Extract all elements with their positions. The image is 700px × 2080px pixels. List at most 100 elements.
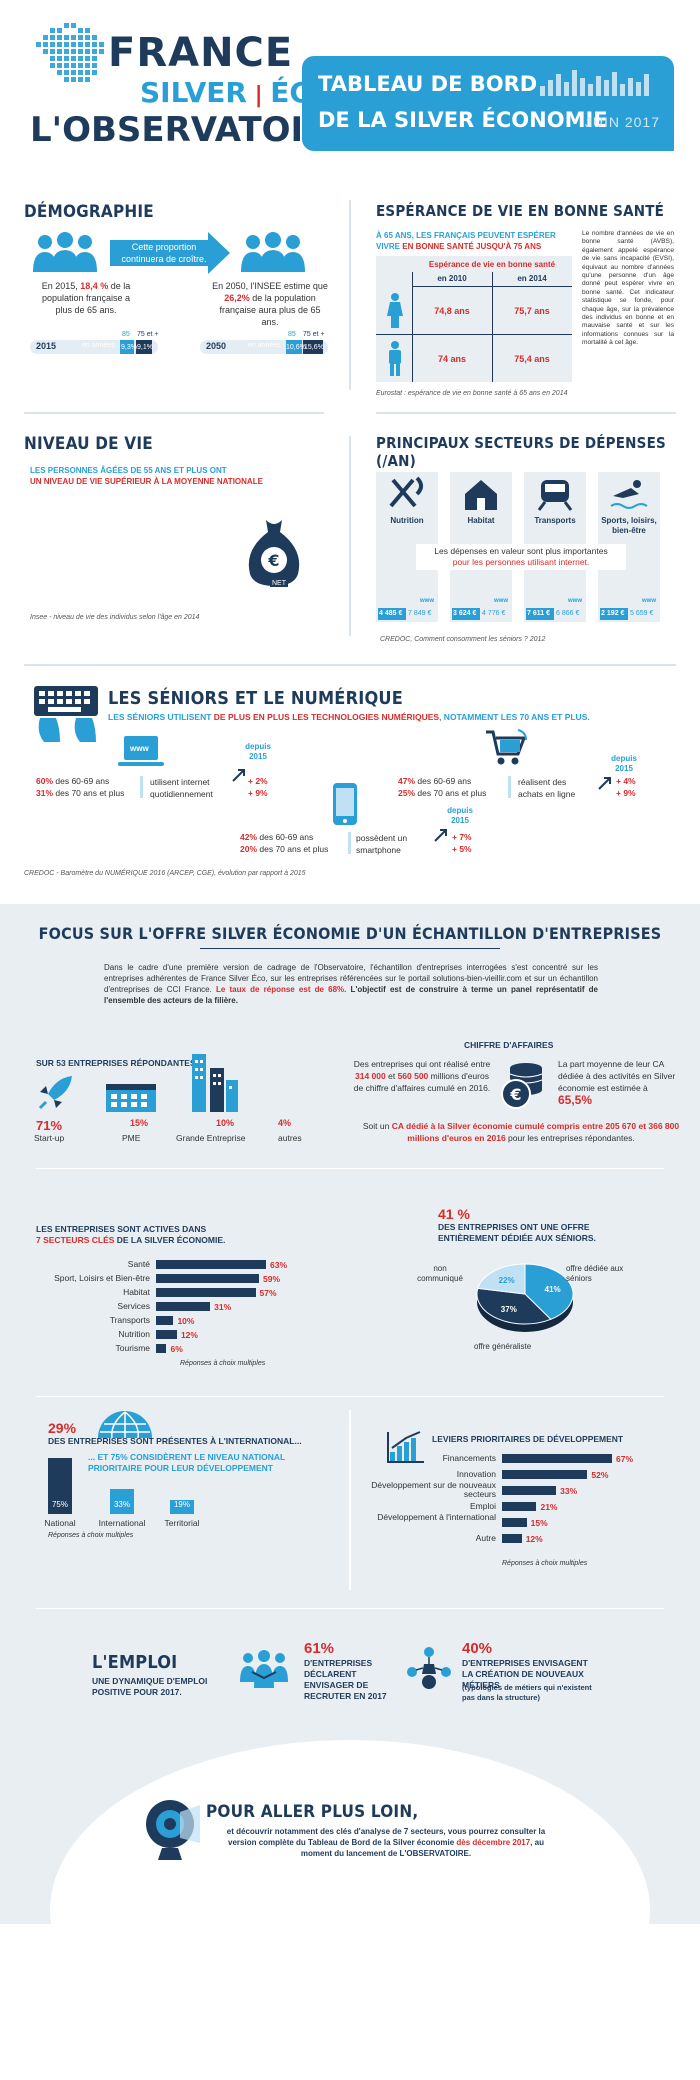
bar-label: Sport, Loisirs et Bien-être bbox=[54, 1273, 150, 1283]
demographie-title: DÉMOGRAPHIE bbox=[24, 202, 154, 222]
pie-label-dedie: offre dédiée aux séniors bbox=[566, 1264, 624, 1283]
pill-2050-h2: 75 et + bbox=[303, 331, 325, 338]
bag-label: NET bbox=[270, 580, 288, 587]
bar-value: 63% bbox=[270, 1260, 288, 1270]
homme-2010: 74 ans bbox=[437, 354, 467, 364]
pill-2050-bar1 bbox=[286, 340, 302, 354]
repondant-label: autres bbox=[278, 1133, 302, 1143]
bar-value: 31% bbox=[214, 1302, 232, 1312]
smartphone-icon bbox=[333, 783, 357, 825]
bar bbox=[156, 1274, 260, 1283]
pill-2015-l2: 9,1% bbox=[137, 344, 153, 351]
b3-d1: + 7% bbox=[452, 832, 472, 842]
bar-value: 57% bbox=[259, 1288, 277, 1298]
bar-label: Innovation bbox=[456, 1469, 496, 1479]
pill-2050-year: 2050 bbox=[206, 341, 227, 351]
repondant-pct: 71% bbox=[36, 1118, 63, 1133]
leviers-note: Réponses à choix multiples bbox=[502, 1560, 588, 1567]
depenses-mid-text: Les dépenses en valeur sont plus importa… bbox=[416, 544, 626, 570]
bar bbox=[502, 1470, 588, 1479]
buildings-icon bbox=[192, 1054, 238, 1112]
people-icon-2050 bbox=[241, 232, 305, 272]
bar bbox=[156, 1302, 211, 1311]
depense-a: 7 611 € bbox=[527, 610, 550, 617]
esperance-source: Eurostat : espérance de vie en bonne san… bbox=[376, 390, 568, 397]
bar-value: 52% bbox=[591, 1470, 609, 1480]
focus-title-underline bbox=[200, 948, 500, 949]
table-header: Espérance de vie en bonne santé bbox=[428, 260, 556, 269]
bar-label: Emploi bbox=[470, 1501, 496, 1511]
col-2014: en 2014 bbox=[517, 274, 547, 283]
cart-icon bbox=[486, 729, 527, 765]
niveau-intro-1: LES PERSONNES ÂGÉES DE 55 ANS ET PLUS ON… bbox=[30, 466, 227, 475]
pill-2050-l2: 15,6% bbox=[304, 344, 324, 351]
bar bbox=[156, 1330, 177, 1339]
woman-icon bbox=[387, 293, 403, 328]
depense-b: 7 849 € bbox=[408, 610, 432, 617]
pill-2015-bar2 bbox=[136, 340, 152, 354]
svg-text:€: € bbox=[267, 551, 279, 570]
b3-desc: possèdent un smartphone bbox=[356, 833, 408, 855]
laptop-www-label: www bbox=[130, 744, 149, 753]
inter-bar-label: Territorial bbox=[164, 1518, 200, 1528]
niveau-title: NIVEAU DE VIE bbox=[24, 434, 153, 454]
esperance-section: ESPÉRANCE DE VIE EN BONNE SANTÉ À 65 ANS… bbox=[360, 190, 680, 410]
vertical-divider-3 bbox=[349, 1410, 351, 1590]
emploi-t2b: (typologies de métiers qui n'existent pa… bbox=[462, 1683, 592, 1702]
depense-b: 4 776 € bbox=[482, 610, 506, 617]
offre-pct: 41 % bbox=[438, 1206, 470, 1222]
svg-text:€: € bbox=[509, 1085, 521, 1104]
man-icon bbox=[389, 341, 401, 376]
inter-bar-value: 19% bbox=[173, 1500, 190, 1509]
homme-2014: 75,4 ans bbox=[514, 354, 550, 364]
depense-a: 3 624 € bbox=[453, 610, 477, 617]
repondant-label: PME bbox=[122, 1133, 141, 1143]
pill-2015-year: 2015 bbox=[36, 341, 57, 351]
inter-bar bbox=[48, 1458, 72, 1514]
inter-bar bbox=[110, 1489, 134, 1514]
team-icon bbox=[240, 1650, 288, 1688]
b2-desc: réalisent des achats en ligne bbox=[518, 777, 576, 799]
emploi-t2: D'ENTREPRISES ENVISAGENT LA CRÉATION DE … bbox=[462, 1658, 588, 1690]
b3-d2: + 5% bbox=[452, 844, 472, 854]
demo-left-text: En 2015, 18,4 % de la population françai… bbox=[41, 281, 131, 315]
numerique-source: CREDOC - Baromètre du NUMÉRIQUE 2016 (AR… bbox=[24, 870, 306, 877]
b2-depuis: depuis 2015 bbox=[611, 754, 637, 773]
pie-label: 41% bbox=[545, 1285, 561, 1294]
keyboard-icon bbox=[34, 686, 98, 742]
esperance-title: ESPÉRANCE DE VIE EN BONNE SANTÉ bbox=[376, 202, 665, 220]
divider-3 bbox=[36, 1168, 664, 1169]
depense-www: www bbox=[642, 598, 657, 604]
pie-slice bbox=[477, 1263, 526, 1295]
bar-chart-icon bbox=[540, 70, 649, 96]
depense-name: Sports, loisirs, bien-être bbox=[601, 516, 657, 535]
inter-bar-value: 33% bbox=[113, 1500, 130, 1509]
b2-line1: 47% des 60-69 ans bbox=[398, 776, 472, 786]
repondants-title: SUR 53 ENTREPRISES RÉPONDANTES bbox=[36, 1058, 196, 1068]
bar-value: 10% bbox=[177, 1316, 195, 1326]
train-icon bbox=[535, 476, 575, 517]
bar bbox=[502, 1518, 527, 1527]
bar bbox=[156, 1316, 174, 1325]
pie-label-gen: offre généraliste bbox=[474, 1342, 532, 1351]
footer-ellipse bbox=[50, 1740, 650, 2080]
depense-www: www bbox=[568, 598, 583, 604]
bar-label: Services bbox=[117, 1301, 150, 1311]
b1-line1: 60% des 60-69 ans bbox=[36, 776, 110, 786]
b2-line2: 25% des 70 ans et plus bbox=[398, 788, 487, 798]
depenses-title: PRINCIPAUX SECTEURS DE DÉPENSES (/AN) bbox=[376, 434, 666, 470]
footer-text: et découvrir notamment des clés d'analys… bbox=[226, 1827, 546, 1858]
vertical-divider-2 bbox=[349, 436, 351, 636]
bar bbox=[502, 1502, 537, 1511]
repondant-label: Start-up bbox=[34, 1133, 65, 1143]
b2-sep bbox=[508, 776, 511, 798]
divider-2 bbox=[24, 664, 676, 666]
bar-label: Développement à l'international bbox=[377, 1512, 496, 1522]
bar bbox=[502, 1486, 557, 1495]
brand-observatoire: L'OBSERVATOIRE bbox=[30, 110, 353, 150]
col-2010: en 2010 bbox=[437, 274, 467, 283]
repondant-pct: 4% bbox=[278, 1118, 292, 1128]
emploi-sub: UNE DYNAMIQUE D'EMPLOI POSITIVE POUR 201… bbox=[92, 1676, 208, 1697]
bar-label: Nutrition bbox=[118, 1329, 150, 1339]
brand-france: FRANCE bbox=[108, 30, 294, 76]
